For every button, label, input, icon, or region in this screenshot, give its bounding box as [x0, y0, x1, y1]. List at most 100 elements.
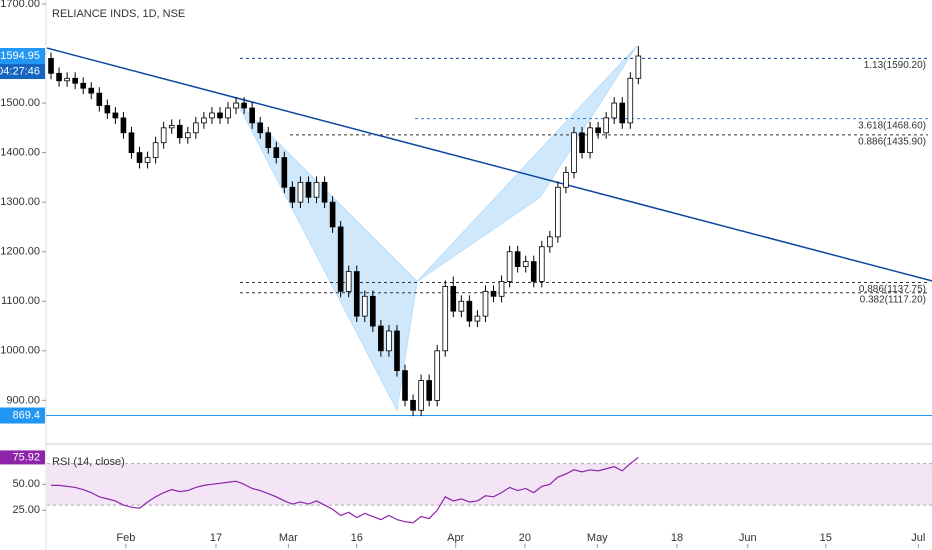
candle-body [88, 87, 95, 94]
fib-level-label: 1.13(1590.20) [864, 60, 926, 71]
candle-body [321, 181, 328, 203]
x-tick-label: 18 [671, 532, 683, 544]
x-tick-label: Jul [911, 532, 925, 544]
candle-body [466, 300, 473, 322]
y-tick-label: 1400.00 [0, 147, 40, 159]
rsi-tick-label: 50.00 [12, 478, 40, 490]
candle-body [313, 181, 320, 198]
x-tick-label: Mar [279, 532, 298, 544]
candle-body [96, 92, 103, 106]
y-tick-label: 1200.00 [0, 246, 40, 258]
countdown-tag [0, 64, 45, 80]
candle-body [514, 251, 521, 267]
candle-body [571, 132, 577, 173]
candle-body [56, 72, 62, 82]
harmonic-pattern [416, 45, 638, 282]
candle-body [225, 107, 231, 119]
candle-body [587, 127, 593, 154]
candle-body [249, 107, 255, 124]
y-tick-label: 1700.00 [0, 0, 40, 10]
candle-body [241, 102, 247, 109]
rsi-band [47, 463, 932, 506]
fib-level-label: 0.886(1137.75) [859, 284, 926, 295]
y-tick-label: 1500.00 [0, 97, 40, 109]
candle-body [370, 295, 376, 327]
candle-body [112, 112, 119, 119]
trendline [46, 47, 932, 282]
candle-body [184, 132, 191, 139]
candle-body [410, 399, 416, 411]
x-tick-label: 16 [351, 532, 363, 544]
candle-body [257, 122, 264, 134]
candle-body [297, 181, 304, 203]
candle-body [353, 271, 360, 317]
x-tick-label: 15 [820, 532, 832, 544]
price-tag [0, 48, 45, 65]
rsi-tag-label: 75.92 [12, 451, 40, 463]
candle-body [635, 55, 642, 79]
candle-body [555, 186, 561, 238]
candle-body [289, 186, 296, 203]
candle-body [579, 132, 585, 154]
candle-body [337, 226, 344, 292]
candle-body [64, 77, 70, 82]
candle-body [209, 112, 215, 119]
candle-body [418, 380, 424, 411]
candle-body [547, 236, 553, 248]
candle-body [498, 281, 505, 297]
candle-body [160, 127, 167, 144]
candle-body [506, 251, 513, 282]
candle-body [490, 290, 497, 297]
x-tick-label: Jun [739, 532, 757, 544]
fib-level-label: 3.618(1468.60) [858, 120, 926, 131]
candle-body [193, 122, 199, 134]
candle-body [168, 124, 175, 129]
price-tag-label: 1594.95 [0, 50, 40, 62]
candle-body [442, 285, 449, 352]
rsi-tick-label: 25.00 [12, 504, 40, 516]
candle-body [152, 142, 159, 158]
candle-body [538, 246, 545, 282]
candle-body [603, 117, 609, 134]
price-tag-label: 869.4 [12, 409, 40, 421]
y-tick-label: 1300.00 [0, 196, 40, 208]
candle-body [305, 181, 312, 198]
x-tick-label: May [587, 532, 608, 544]
candle-body [72, 77, 78, 84]
countdown-label: 04:27:46 [0, 65, 40, 77]
candle-body [474, 315, 481, 322]
candle-body [273, 147, 280, 158]
price-tag [0, 407, 45, 424]
candle-body [201, 117, 207, 124]
candle-body [80, 82, 87, 89]
candle-body [378, 325, 384, 352]
x-tick-label: 17 [210, 532, 222, 544]
candle-body [434, 350, 441, 401]
rsi-tag [0, 450, 45, 465]
candle-body [104, 105, 111, 114]
candle-body [48, 58, 54, 74]
candle-body [265, 132, 272, 149]
y-tick-label: 1100.00 [1, 295, 40, 307]
fib-level-label: 0.886(1435.90) [858, 136, 926, 147]
candle-body [402, 370, 408, 401]
candle-body [611, 102, 618, 119]
candle-body [522, 261, 529, 267]
candle-body [450, 285, 457, 312]
candle-body [233, 102, 239, 109]
candle-body [120, 117, 127, 134]
candle-body [627, 77, 634, 124]
y-tick-label: 900.00 [6, 394, 40, 406]
x-tick-label: Feb [116, 532, 135, 544]
rsi-label: RSI (14, close) [52, 456, 125, 468]
candle-body [458, 300, 465, 312]
candle-body [482, 290, 489, 317]
rsi-line [51, 456, 639, 524]
candle-body [144, 157, 151, 163]
candle-body [386, 330, 392, 352]
x-tick-label: Apr [447, 532, 464, 544]
candle-body [394, 330, 400, 372]
candle-body [136, 152, 143, 163]
